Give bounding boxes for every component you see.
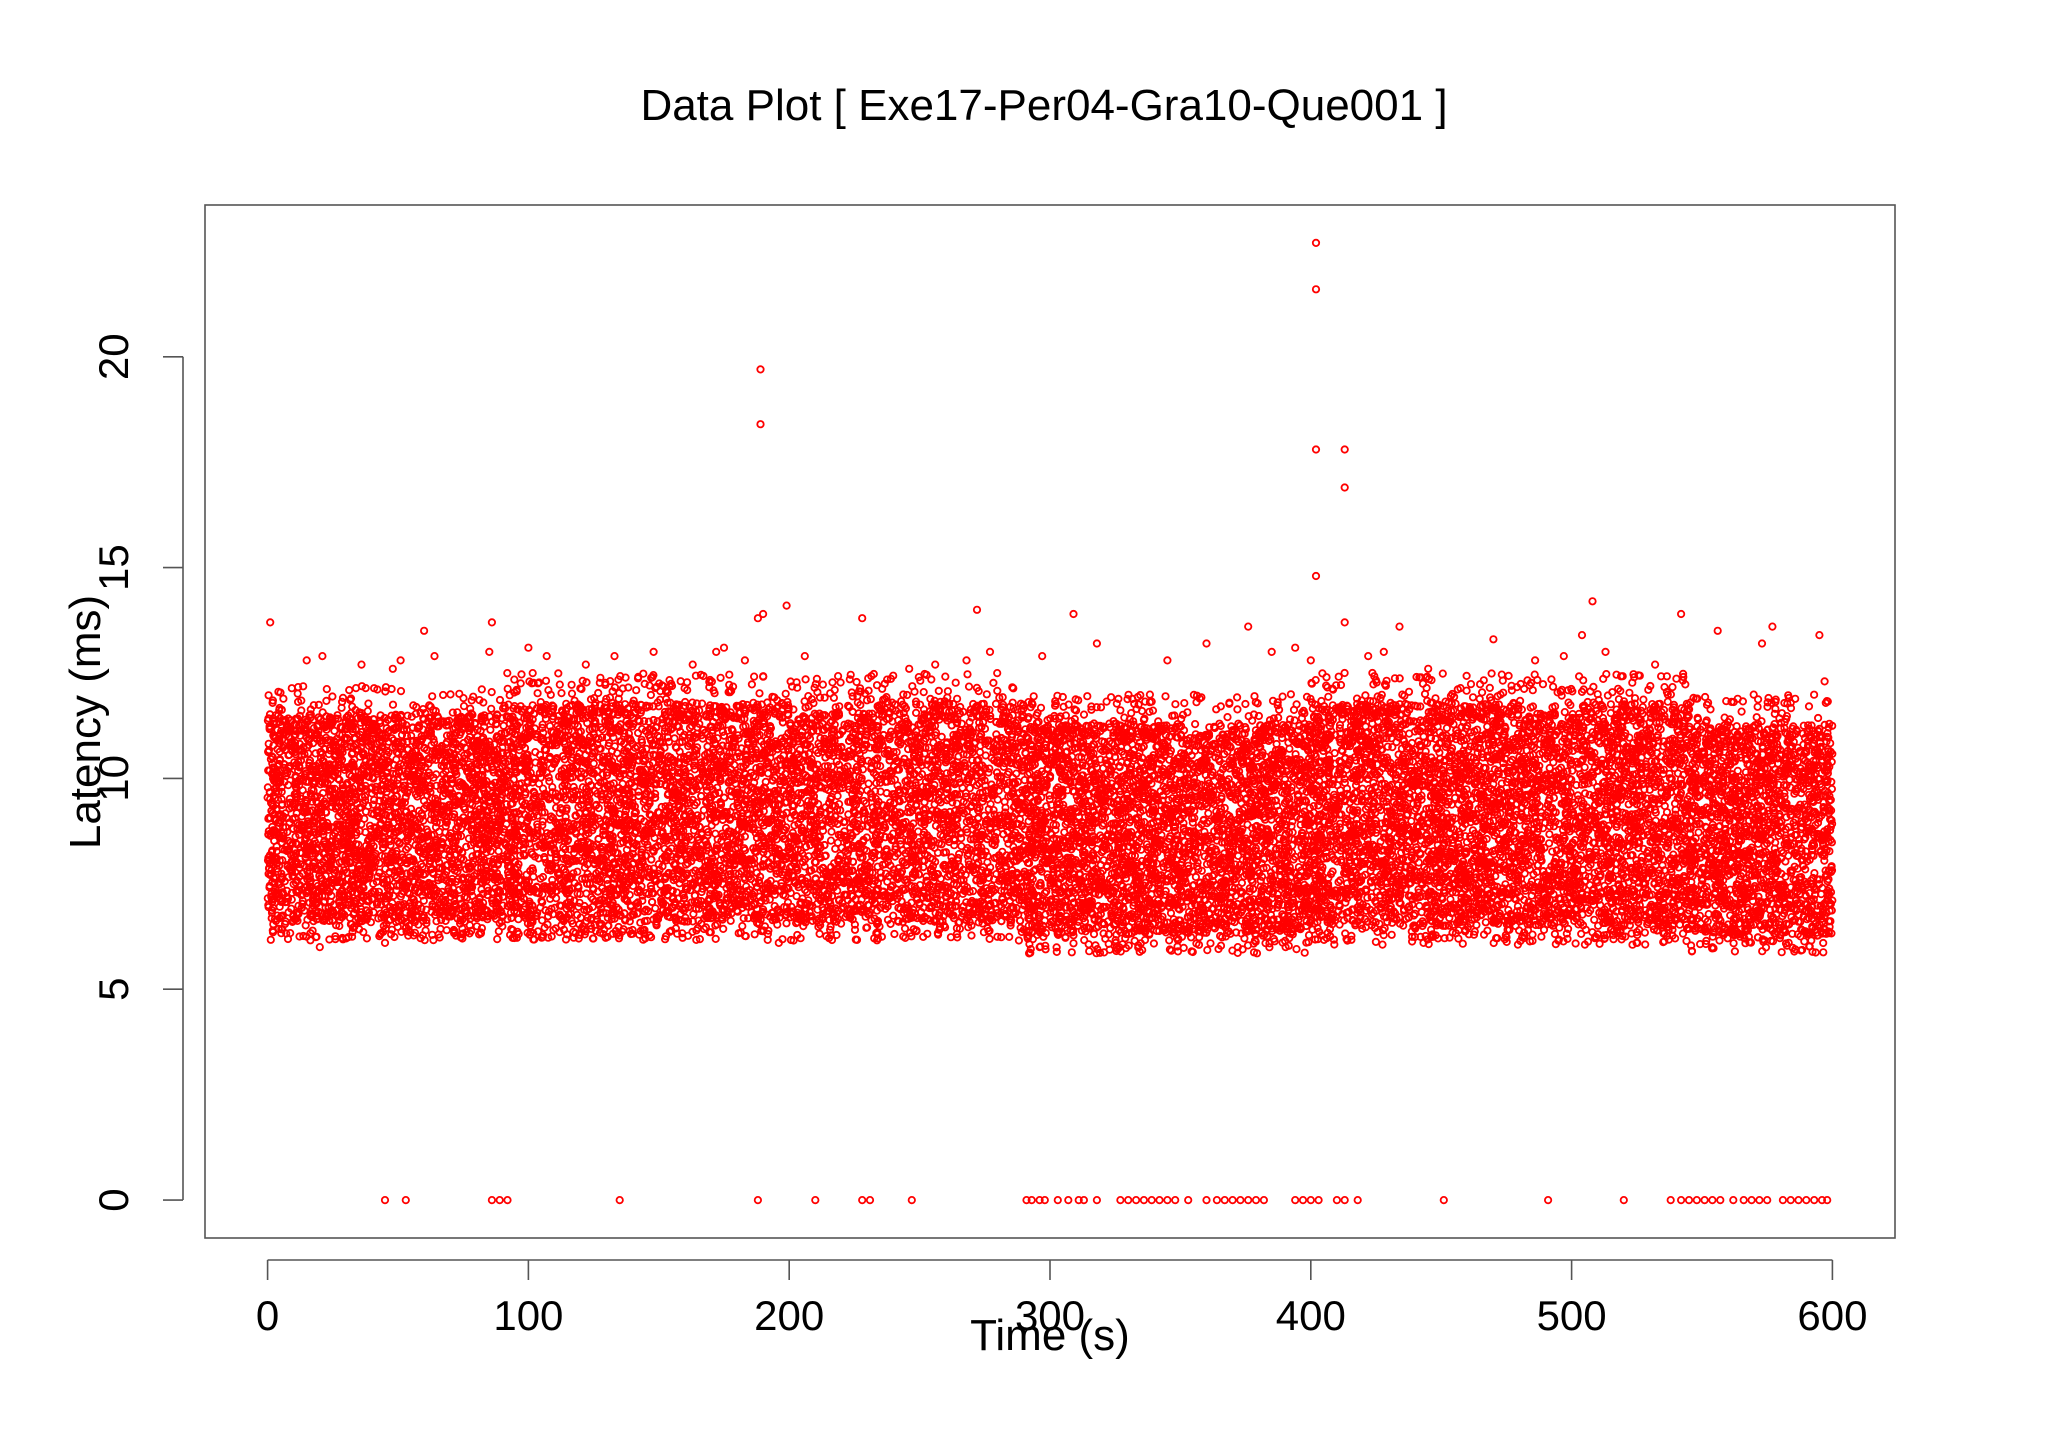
data-point: [404, 713, 410, 719]
data-point: [365, 708, 371, 714]
data-point: [489, 689, 495, 695]
data-point: [329, 693, 335, 699]
data-point: [497, 697, 503, 703]
data-point: [447, 691, 453, 697]
data-point: [365, 700, 371, 706]
data-point: [289, 685, 295, 691]
data-point: [487, 727, 493, 733]
data-point: [268, 937, 274, 943]
data-point: [494, 936, 500, 942]
data-point: [479, 686, 485, 692]
data-point: [440, 692, 446, 698]
data-point: [488, 706, 494, 712]
data-point: [323, 698, 329, 704]
data-point: [346, 687, 352, 693]
data-point: [865, 780, 871, 786]
data-point: [353, 685, 359, 691]
data-point: [450, 709, 456, 715]
data-point: [364, 935, 370, 941]
data-point: [444, 927, 450, 933]
data-point: [398, 688, 404, 694]
data-point: [324, 686, 330, 692]
data-point: [390, 702, 396, 708]
chart-title: Data Plot [ Exe17-Per04-Gra10-Que001 ]: [640, 81, 1447, 130]
data-point: [295, 690, 301, 696]
data-points: [264, 240, 1835, 1204]
data-point: [460, 695, 466, 701]
data-point: [429, 693, 435, 699]
